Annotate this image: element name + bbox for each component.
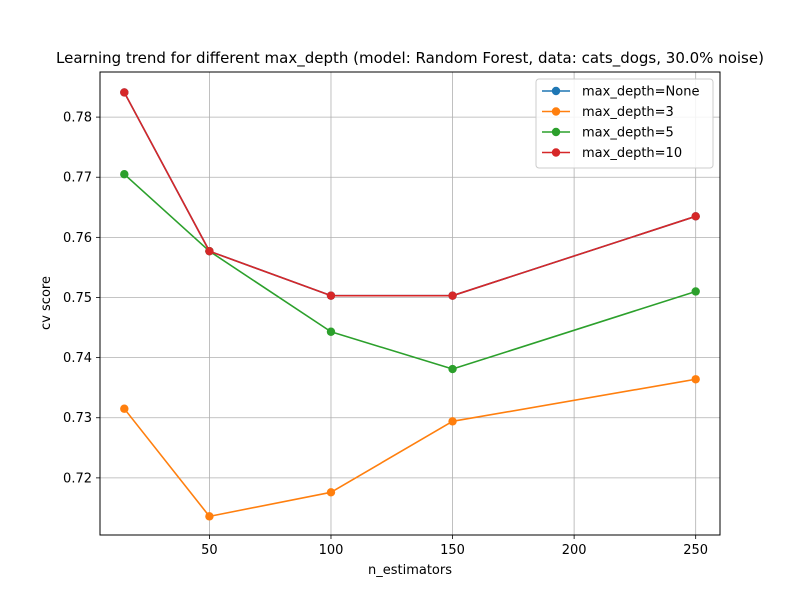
y-tick-label: 0.73 xyxy=(63,411,92,426)
series-max-depth-10 xyxy=(120,88,700,300)
legend-marker xyxy=(551,86,561,96)
x-tick-label: 100 xyxy=(319,543,344,558)
data-point xyxy=(205,512,214,521)
y-tick-label: 0.76 xyxy=(63,231,92,246)
grid xyxy=(100,72,720,535)
legend: max_depth=None max_depth=3 max_depth=5 max_… xyxy=(535,78,714,169)
legend-label: max_depth=None xyxy=(582,85,699,100)
y-axis-label: cv score xyxy=(39,276,54,330)
data-point xyxy=(448,291,457,300)
y-tick-label: 0.74 xyxy=(63,351,92,366)
series-line xyxy=(123,173,696,370)
legend-label: max_depth=3 xyxy=(582,105,674,120)
series-max-depth-3 xyxy=(120,375,700,521)
x-tick-label: 150 xyxy=(440,543,465,558)
data-point xyxy=(691,375,700,384)
y-tick-label: 0.72 xyxy=(63,471,92,486)
axis-ticks: 50 100 150 200 250 0.72 0.73 0.74 0.75 0.76 0.77 0.… xyxy=(63,111,708,558)
data-point xyxy=(448,364,457,374)
x-tick-label: 250 xyxy=(683,543,708,558)
legend-label: max_depth=5 xyxy=(582,126,674,141)
data-point xyxy=(691,287,700,296)
x-tick-label: 200 xyxy=(562,543,587,558)
legend-marker xyxy=(551,127,561,137)
data-point xyxy=(120,88,129,97)
legend-label: max_depth=10 xyxy=(582,146,682,161)
chart-title: Learning trend for different max_depth (… xyxy=(56,49,764,68)
data-point xyxy=(205,246,214,256)
series-max-depth-5 xyxy=(120,170,700,374)
y-tick-label: 0.78 xyxy=(63,111,92,126)
x-axis-label: n_estimators xyxy=(368,563,452,578)
legend-box xyxy=(535,78,714,169)
data-point xyxy=(448,417,457,426)
legend-marker xyxy=(551,148,561,157)
plot-frame xyxy=(99,71,721,536)
y-tick-label: 0.75 xyxy=(63,291,92,306)
data-point xyxy=(326,488,336,497)
data-point xyxy=(120,170,129,179)
series-line xyxy=(123,378,696,518)
data-point xyxy=(691,212,700,221)
x-tick-label: 50 xyxy=(201,543,218,558)
data-point xyxy=(326,291,336,300)
data-point xyxy=(326,327,336,336)
data-point xyxy=(120,404,129,413)
y-tick-label: 0.77 xyxy=(63,171,92,186)
series-group xyxy=(120,88,700,521)
legend-marker xyxy=(551,107,561,116)
